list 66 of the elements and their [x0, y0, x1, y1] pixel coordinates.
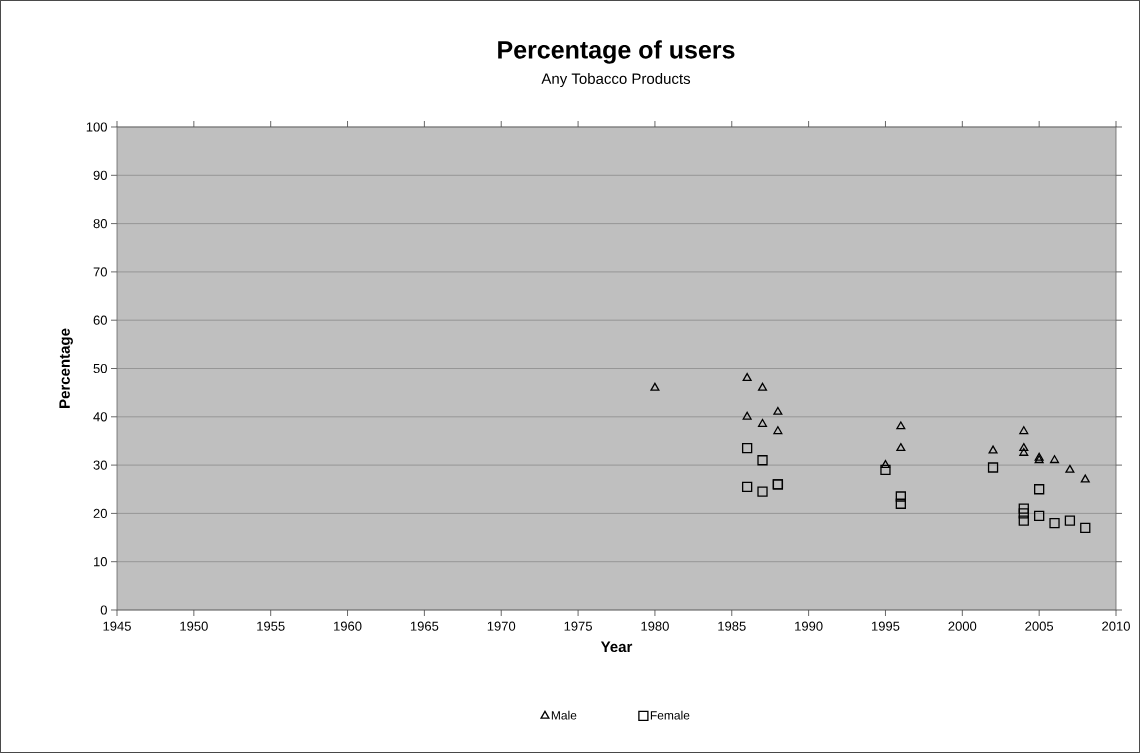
y-tick-label: 20	[93, 508, 107, 518]
y-tick-label: 60	[93, 315, 107, 325]
y-axis-title: Percentage	[59, 328, 73, 408]
point	[742, 411, 752, 420]
y-tick-label: 70	[93, 267, 107, 277]
point	[1049, 517, 1060, 529]
x-tick-label: 1985	[718, 621, 746, 631]
x-tick-label: 1990	[795, 621, 823, 631]
x-tick-label: 1945	[103, 621, 131, 631]
y-tick-label: 10	[94, 557, 107, 567]
point	[896, 421, 906, 430]
y-tick-label: 100	[86, 122, 107, 132]
point	[1034, 510, 1045, 521]
y-tick-label: 40	[93, 412, 107, 422]
x-tick-label: 1975	[564, 621, 592, 631]
x-tick-label: 1995	[871, 621, 900, 631]
x-tick-label: 2010	[1102, 621, 1130, 631]
x-tick-label: 2000	[948, 621, 977, 631]
point	[1019, 447, 1029, 456]
point	[1034, 484, 1045, 495]
y-tick-label: 80	[93, 218, 107, 229]
x-tick-label: 1980	[641, 621, 669, 631]
point	[988, 445, 998, 454]
chart-subtitle: Any Tobacco Products	[541, 73, 691, 87]
point	[742, 373, 752, 382]
x-tick-label: 1960	[334, 621, 362, 631]
point	[1065, 464, 1075, 473]
x-axis-title: Year	[600, 641, 633, 653]
point	[1049, 455, 1060, 464]
x-tick-label: 1970	[487, 621, 516, 631]
point	[1064, 515, 1076, 526]
y-tick-label: 50	[93, 363, 107, 374]
point	[741, 443, 753, 454]
x-tick-label: 1955	[257, 621, 285, 631]
x-tick-label: 1950	[180, 621, 208, 631]
point	[757, 455, 768, 466]
point	[1034, 452, 1044, 461]
point	[987, 462, 999, 473]
point	[1019, 443, 1029, 452]
point	[895, 491, 906, 502]
chart-title: Percentage of users	[498, 40, 735, 64]
point	[650, 382, 660, 391]
point	[1019, 426, 1029, 435]
point	[880, 459, 891, 468]
point	[1080, 474, 1090, 483]
point	[757, 382, 768, 391]
point	[1018, 503, 1029, 514]
y-tick-label: 30	[93, 460, 107, 470]
point	[896, 443, 906, 452]
point	[741, 481, 753, 492]
point	[1018, 508, 1029, 519]
x-tick-label: 2005	[1025, 621, 1054, 631]
legend-label: Female	[650, 710, 690, 720]
point	[1034, 455, 1044, 464]
y-tick-label: 90	[93, 170, 107, 180]
point	[880, 464, 891, 476]
legend-label: Male	[551, 710, 577, 720]
point	[757, 486, 768, 497]
point	[773, 406, 783, 415]
point	[1018, 515, 1029, 526]
point	[757, 418, 768, 427]
point	[1080, 522, 1091, 534]
y-tick-label: 0	[100, 605, 107, 615]
point	[773, 426, 783, 435]
point	[895, 498, 906, 509]
x-tick-label: 1965	[410, 621, 439, 631]
